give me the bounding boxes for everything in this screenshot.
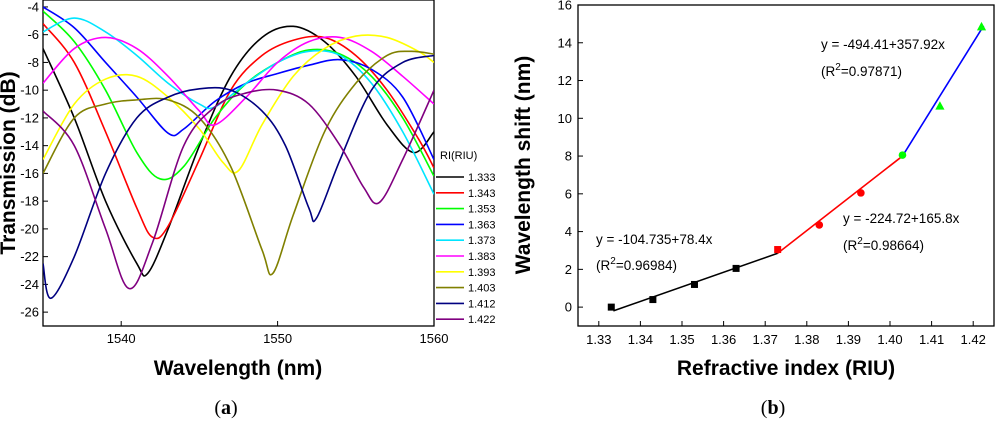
- x-tick-label-b: 1.42: [961, 332, 986, 347]
- fit-line-1: [777, 155, 903, 254]
- legend-label: 1.383: [468, 251, 496, 263]
- x-axis-b: 1.33 1.34 1.35 1.36 1.37 1.38 1.39 1.40 1.41 1.42: [586, 321, 986, 347]
- y-tick-label-a: -20: [20, 221, 39, 236]
- y-tick-label-b: 6: [565, 186, 572, 201]
- y-tick-label-a: -24: [20, 277, 39, 292]
- series-line-1.333: [43, 25, 434, 277]
- x-tick-label-a: 1550: [263, 331, 292, 346]
- legend-label: 1.373: [468, 235, 496, 247]
- legend-label: 1.422: [468, 314, 496, 326]
- series-line-1.403: [43, 50, 434, 276]
- fit-r2-high: (R2=0.97871): [821, 62, 902, 79]
- y-tick-label-a: -16: [20, 166, 39, 181]
- series-line-1.383: [43, 36, 434, 127]
- x-tick-label-b: 1.36: [711, 332, 736, 347]
- legend-label: 1.412: [468, 298, 496, 310]
- y-axis-title-b: Wavelength shift (nm): [512, 56, 535, 275]
- x-axis-a: 1540 1550 1560: [107, 321, 449, 346]
- x-tick-label-b: 1.34: [628, 332, 653, 347]
- y-tick-label-b: 2: [565, 262, 572, 277]
- series-line-1.353: [43, 10, 434, 181]
- data-point-triangle: [935, 101, 945, 110]
- data-point-square: [774, 246, 782, 254]
- fit-equation-high: y = -494.41+357.92x: [821, 37, 945, 52]
- y-tick-label-a: -6: [27, 27, 39, 42]
- data-points-b: [607, 21, 987, 311]
- legend-label: 1.353: [468, 204, 496, 216]
- y-tick-label-b: 16: [558, 0, 572, 13]
- x-tick-label-b: 1.38: [794, 332, 819, 347]
- plot-frame-a: [42, 0, 435, 327]
- data-point-square: [732, 264, 740, 272]
- y-tick-label-b: 0: [565, 300, 572, 315]
- data-point-triangle: [976, 21, 987, 31]
- y-tick-label-a: -14: [20, 138, 39, 153]
- panel-a: 1540 1550 1560 -4 -6 -8 -10 -12 -14 -16 -18 -20 -22…: [0, 0, 496, 419]
- series-lines-a: [43, 6, 434, 300]
- legend-a: RI(RIU) 1.333 1.343 1.353 1.363 1.373 1.383 1.…: [436, 150, 496, 326]
- x-tick-label-b: 1.39: [836, 332, 861, 347]
- legend-label: 1.333: [468, 172, 496, 184]
- y-tick-label-b: 10: [558, 111, 572, 126]
- y-axis-b: 0 2 4 6 8 10 12 14 16: [558, 0, 583, 315]
- fit-equation-mid: y = -224.72+165.8x: [843, 211, 960, 226]
- y-tick-label-a: -26: [20, 305, 39, 320]
- y-tick-label-a: -22: [20, 249, 39, 264]
- y-tick-label-a: -4: [27, 0, 39, 14]
- y-tick-label-b: 8: [565, 149, 572, 164]
- legend-label: 1.403: [468, 283, 496, 295]
- y-tick-label-a: -8: [27, 55, 39, 70]
- x-axis-title-a: Wavelength (nm): [154, 357, 322, 380]
- y-tick-label-b: 14: [558, 35, 572, 50]
- y-tick-label-b: 4: [565, 224, 572, 239]
- x-axis-title-b: Refractive index (RIU): [677, 357, 895, 380]
- panel-b: 1.33 1.34 1.35 1.36 1.37 1.38 1.39 1.40 1.41 1.42…: [512, 0, 995, 419]
- series-line-1.393: [43, 34, 434, 174]
- x-tick-label-b: 1.33: [586, 332, 611, 347]
- x-tick-label-a: 1540: [107, 331, 136, 346]
- data-point-square: [607, 303, 615, 311]
- fit-r2-mid: (R2=0.98664): [843, 236, 924, 253]
- x-tick-label-b: 1.40: [877, 332, 902, 347]
- plot-frame-b: [577, 4, 995, 327]
- legend-title-a: RI(RIU): [440, 150, 477, 162]
- data-point-circle: [857, 189, 865, 197]
- series-line-1.343: [43, 23, 434, 240]
- fit-line-2: [901, 25, 985, 157]
- series-line-1.412: [43, 54, 434, 300]
- data-point-square: [690, 280, 698, 288]
- legend-label: 1.393: [468, 267, 496, 279]
- y-tick-label-a: -10: [20, 83, 39, 98]
- panel-label-b: (b): [761, 397, 785, 419]
- legend-label: 1.363: [468, 219, 496, 231]
- panel-label-a: (a): [214, 397, 237, 419]
- legend-label: 1.343: [468, 188, 496, 200]
- series-line-1.422: [43, 88, 434, 290]
- fit-equation-low: y = -104.735+78.4x: [596, 232, 713, 247]
- x-tick-label-b: 1.41: [919, 332, 944, 347]
- x-tick-label-b: 1.35: [669, 332, 694, 347]
- y-axis-title-a: Transmission (dB): [0, 71, 20, 254]
- y-tick-label-a: -18: [20, 194, 39, 209]
- y-tick-label-a: -12: [20, 110, 39, 125]
- data-point-circle: [898, 151, 907, 159]
- fit-r2-low: (R2=0.96984): [596, 256, 677, 273]
- data-point-square: [649, 296, 657, 304]
- data-point-circle: [815, 221, 824, 229]
- x-tick-label-a: 1560: [420, 331, 449, 346]
- y-axis-a: -4 -6 -8 -10 -12 -14 -16 -18 -20 -22 -24 -26: [20, 0, 48, 320]
- y-tick-label-b: 12: [558, 73, 572, 88]
- series-line-1.373: [43, 17, 434, 195]
- x-tick-label-b: 1.37: [753, 332, 778, 347]
